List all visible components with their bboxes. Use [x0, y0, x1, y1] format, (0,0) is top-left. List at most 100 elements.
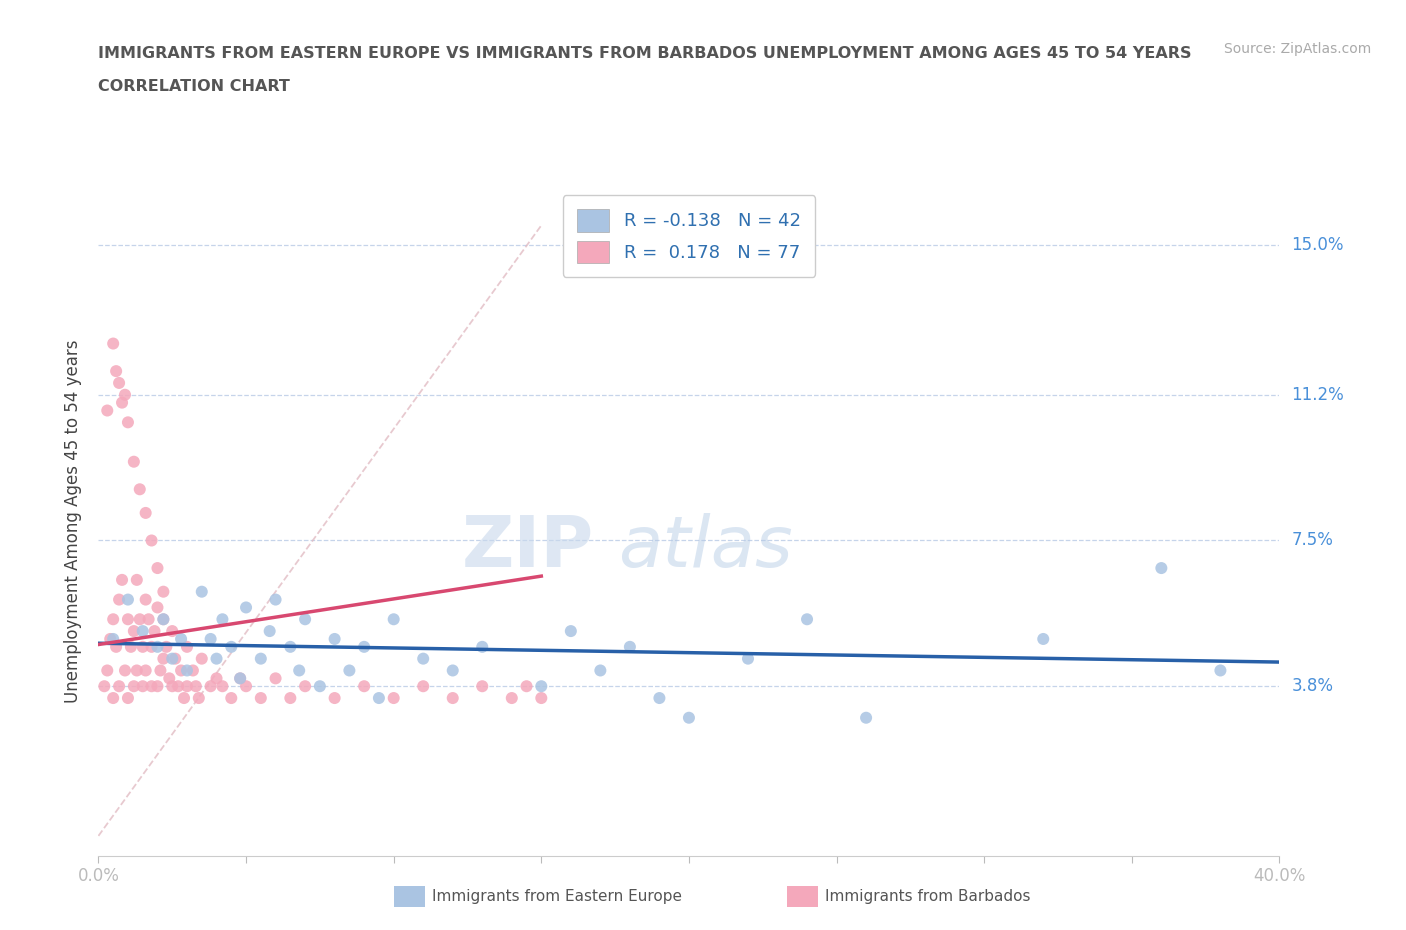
- Point: [162, 679, 183, 694]
- Point: [155, 640, 177, 655]
- Point: [323, 631, 346, 646]
- Point: [105, 364, 128, 379]
- Point: [120, 640, 142, 655]
- Point: [250, 691, 273, 706]
- Point: [141, 679, 163, 694]
- Point: [152, 612, 174, 627]
- Point: [135, 506, 157, 521]
- Point: [105, 640, 128, 655]
- Point: [1150, 561, 1173, 576]
- Point: [122, 624, 145, 639]
- Point: [146, 640, 169, 655]
- Point: [141, 640, 163, 655]
- Point: [1032, 631, 1054, 646]
- Point: [170, 631, 193, 646]
- Point: [111, 573, 134, 588]
- Point: [176, 679, 198, 694]
- Point: [278, 640, 302, 655]
- Point: [294, 612, 316, 627]
- Point: [152, 651, 174, 666]
- Point: [122, 454, 145, 469]
- Point: [191, 651, 214, 666]
- Point: [515, 679, 537, 694]
- Point: [135, 663, 157, 678]
- Point: [176, 663, 198, 678]
- Point: [176, 640, 198, 655]
- Point: [382, 612, 405, 627]
- Point: [170, 663, 193, 678]
- Point: [200, 679, 222, 694]
- Point: [368, 691, 391, 706]
- Point: [117, 592, 139, 607]
- Point: [181, 663, 204, 678]
- Point: [152, 612, 174, 627]
- Point: [619, 640, 641, 655]
- Text: Source: ZipAtlas.com: Source: ZipAtlas.com: [1223, 42, 1371, 56]
- Text: 7.5%: 7.5%: [1291, 531, 1333, 550]
- Point: [103, 336, 125, 351]
- Point: [235, 600, 257, 615]
- Point: [229, 671, 252, 685]
- Y-axis label: Unemployment Among Ages 45 to 54 years: Unemployment Among Ages 45 to 54 years: [65, 339, 83, 702]
- Point: [103, 691, 125, 706]
- Point: [122, 679, 145, 694]
- Point: [117, 415, 139, 430]
- Point: [589, 663, 612, 678]
- Point: [264, 671, 287, 685]
- Point: [560, 624, 582, 639]
- Point: [128, 612, 150, 627]
- Point: [530, 679, 553, 694]
- Text: 11.2%: 11.2%: [1291, 386, 1344, 404]
- Point: [103, 612, 125, 627]
- Point: [146, 679, 169, 694]
- Point: [117, 691, 139, 706]
- Point: [412, 651, 434, 666]
- Text: CORRELATION CHART: CORRELATION CHART: [98, 79, 290, 94]
- Point: [114, 387, 136, 402]
- Text: IMMIGRANTS FROM EASTERN EUROPE VS IMMIGRANTS FROM BARBADOS UNEMPLOYMENT AMONG AG: IMMIGRANTS FROM EASTERN EUROPE VS IMMIGR…: [98, 46, 1192, 61]
- Point: [264, 592, 287, 607]
- Point: [471, 640, 494, 655]
- Point: [323, 691, 346, 706]
- Point: [143, 624, 166, 639]
- Text: Immigrants from Eastern Europe: Immigrants from Eastern Europe: [432, 889, 682, 904]
- Point: [135, 592, 157, 607]
- Point: [149, 663, 172, 678]
- Point: [412, 679, 434, 694]
- Point: [250, 651, 273, 666]
- Point: [103, 631, 125, 646]
- Point: [1209, 663, 1232, 678]
- Point: [353, 640, 375, 655]
- Text: 15.0%: 15.0%: [1291, 236, 1344, 254]
- Legend: R = -0.138   N = 42, R =  0.178   N = 77: R = -0.138 N = 42, R = 0.178 N = 77: [562, 195, 815, 277]
- Point: [132, 640, 155, 655]
- Point: [117, 612, 139, 627]
- Point: [184, 679, 207, 694]
- Point: [219, 640, 242, 655]
- Point: [146, 600, 169, 615]
- Point: [96, 663, 118, 678]
- Point: [259, 624, 281, 639]
- Point: [678, 711, 700, 725]
- Text: ZIP: ZIP: [463, 513, 595, 582]
- Point: [648, 691, 671, 706]
- Point: [125, 573, 148, 588]
- Point: [98, 631, 121, 646]
- Point: [114, 663, 136, 678]
- Point: [288, 663, 311, 678]
- Point: [187, 691, 209, 706]
- Point: [165, 651, 187, 666]
- Point: [191, 584, 214, 599]
- Text: atlas: atlas: [619, 513, 793, 582]
- Point: [125, 663, 148, 678]
- Text: 3.8%: 3.8%: [1291, 677, 1333, 696]
- Text: Immigrants from Barbados: Immigrants from Barbados: [825, 889, 1031, 904]
- Point: [205, 651, 228, 666]
- Point: [173, 691, 195, 706]
- Point: [132, 624, 155, 639]
- Point: [235, 679, 257, 694]
- Point: [205, 671, 228, 685]
- Point: [128, 482, 150, 497]
- Point: [796, 612, 818, 627]
- Point: [441, 691, 464, 706]
